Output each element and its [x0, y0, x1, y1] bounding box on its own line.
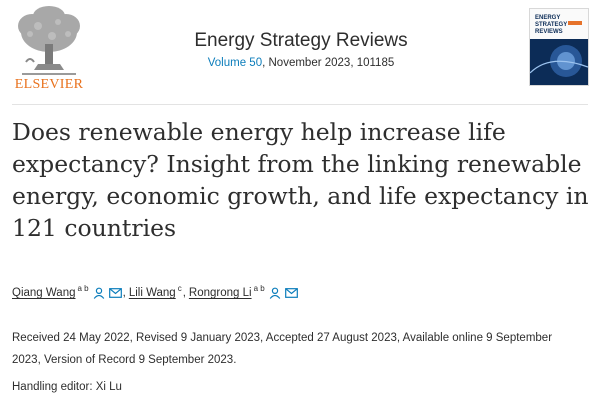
person-icon[interactable] [269, 287, 281, 299]
header-divider [12, 104, 588, 105]
cover-title-line2: STRATEGY [535, 22, 567, 28]
person-icon[interactable] [93, 287, 105, 299]
journal-cover-thumbnail[interactable]: ENERGY STRATEGY REVIEWS [529, 8, 589, 86]
journal-meta: Volume 50, November 2023, 101185 [86, 57, 516, 69]
handling-editor: Handling editor: Xi Lu [12, 381, 122, 393]
author-affiliation[interactable]: a b [77, 283, 89, 293]
author-name-link[interactable]: Lili Wang [128, 287, 176, 299]
author-affiliation[interactable]: a b [253, 283, 265, 293]
author-item: Rongrong Li a b [188, 283, 298, 299]
volume-link[interactable]: Volume 50 [207, 57, 263, 69]
elsevier-logo[interactable]: ELSEVIER [12, 4, 86, 96]
issue-info: , November 2023, 101185 [262, 57, 395, 69]
author-name-link[interactable]: Qiang Wang [12, 287, 76, 299]
mail-icon[interactable] [108, 288, 122, 298]
author-name-link[interactable]: Rongrong Li [188, 287, 252, 299]
author-item: Qiang Wang a b [12, 283, 122, 299]
article-history: Received 24 May 2022, Revised 9 January … [12, 332, 553, 366]
author-affiliation[interactable]: c [177, 283, 182, 293]
author-separator: , [182, 287, 186, 299]
author-separator: , [122, 287, 126, 299]
cover-title-line3: REVIEWS [535, 29, 563, 35]
elsevier-tree-icon [18, 6, 80, 75]
journal-header: ELSEVIER Energy Strategy Reviews Volume … [0, 0, 600, 106]
article-title: Does renewable energy help increase life… [12, 118, 589, 242]
author-item: Lili Wang c, [128, 283, 189, 300]
journal-info: Energy Strategy Reviews Volume 50, Novem… [86, 30, 516, 69]
journal-title[interactable]: Energy Strategy Reviews [194, 30, 408, 51]
mail-icon[interactable] [284, 288, 298, 298]
author-list: Qiang Wang a b , Lili Wang c, Rongrong L… [12, 283, 298, 300]
cover-title-line1: ENERGY [535, 15, 560, 21]
publisher-name: ELSEVIER [14, 77, 84, 92]
cover-image: ENERGY STRATEGY REVIEWS [530, 9, 588, 85]
